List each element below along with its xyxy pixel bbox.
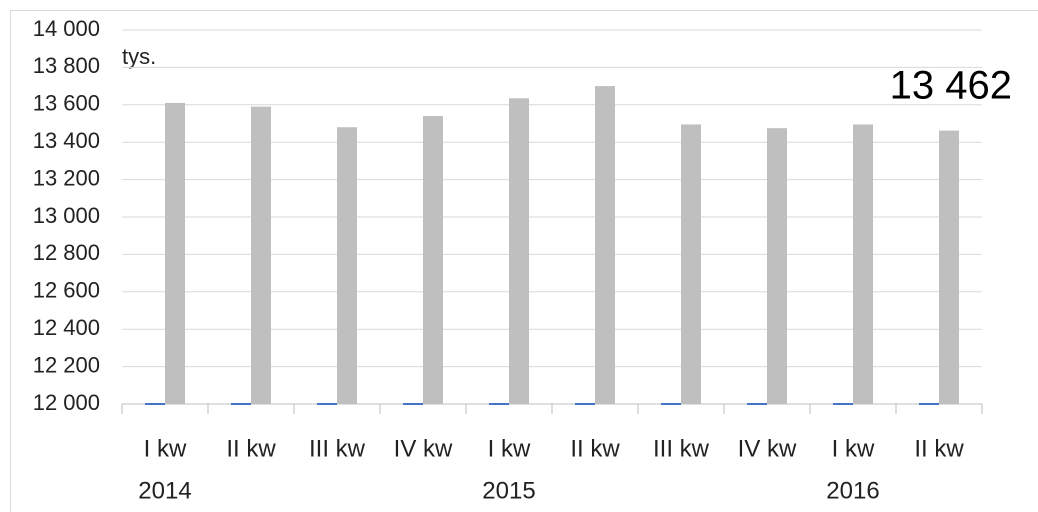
bar <box>681 124 701 404</box>
bar <box>251 106 271 405</box>
bar <box>145 403 165 405</box>
x-tick-label: III kw <box>653 435 710 462</box>
y-tick-label: 13 800 <box>33 53 100 78</box>
bar <box>853 124 873 404</box>
y-tick-label: 12 400 <box>33 315 100 340</box>
year-label: 2015 <box>482 477 535 504</box>
bar <box>337 127 357 405</box>
y-tick-label: 13 400 <box>33 128 100 153</box>
chart-frame <box>10 10 1038 512</box>
bar <box>767 128 787 405</box>
y-tick-label: 13 600 <box>33 91 100 116</box>
bar <box>165 102 185 405</box>
bar <box>509 98 529 404</box>
bar <box>575 403 595 405</box>
y-tick-label: 13 000 <box>33 203 100 228</box>
x-tick-label: IV kw <box>738 435 797 462</box>
bar <box>919 403 939 405</box>
y-tick-label: 12 800 <box>33 240 100 265</box>
bar <box>595 86 615 404</box>
bar <box>423 116 443 405</box>
x-tick-label: I kw <box>488 435 531 462</box>
bar <box>833 403 853 405</box>
value-label: 13 462 <box>890 64 1012 108</box>
x-tick-label: I kw <box>832 435 875 462</box>
x-tick-label: III kw <box>309 435 366 462</box>
bar <box>939 130 959 404</box>
bar <box>317 403 337 405</box>
x-tick-label: II kw <box>226 435 276 462</box>
year-label: 2016 <box>826 477 879 504</box>
y-tick-label: 13 200 <box>33 165 100 190</box>
bar <box>403 403 423 405</box>
y-tick-label: 12 000 <box>33 390 100 415</box>
x-tick-label: IV kw <box>394 435 453 462</box>
y-tick-label: 14 000 <box>33 16 100 41</box>
y-tick-label: 12 200 <box>33 352 100 377</box>
bar <box>661 403 681 405</box>
bar <box>489 403 509 405</box>
bar <box>747 403 767 405</box>
x-tick-label: II kw <box>914 435 964 462</box>
bar <box>231 403 251 405</box>
y-tick-label: 12 600 <box>33 278 100 303</box>
year-label: 2014 <box>138 477 191 504</box>
x-tick-label: I kw <box>144 435 187 462</box>
annotation: tys. <box>122 44 156 69</box>
x-tick-label: II kw <box>570 435 620 462</box>
